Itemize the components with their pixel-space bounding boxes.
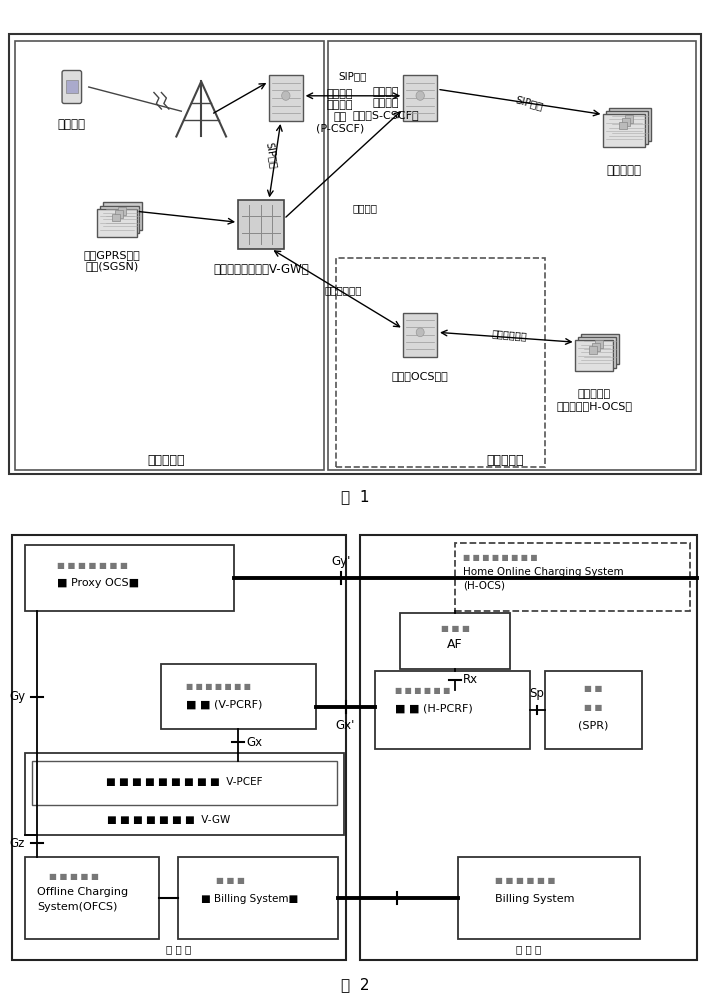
Text: 图  2: 图 2 bbox=[341, 977, 370, 992]
Text: SIP信令: SIP信令 bbox=[515, 95, 545, 112]
Text: Home Online Charging System: Home Online Charging System bbox=[463, 567, 624, 577]
Text: ■ ■ ■ ■ ■ ■ ■ ■: ■ ■ ■ ■ ■ ■ ■ ■ bbox=[463, 553, 538, 562]
Text: ■ ■ (V-PCRF): ■ ■ (V-PCRF) bbox=[186, 699, 262, 709]
FancyBboxPatch shape bbox=[336, 257, 545, 466]
Text: SIP信令: SIP信令 bbox=[264, 141, 279, 169]
Text: Billing System: Billing System bbox=[495, 894, 574, 904]
FancyBboxPatch shape bbox=[458, 857, 640, 939]
FancyBboxPatch shape bbox=[360, 535, 697, 960]
FancyBboxPatch shape bbox=[117, 207, 126, 215]
Text: 漫游用户: 漫游用户 bbox=[58, 118, 86, 131]
FancyBboxPatch shape bbox=[15, 41, 324, 470]
Text: 归属地在线
计费系统（H-OCS）: 归属地在线 计费系统（H-OCS） bbox=[557, 389, 632, 411]
Text: 归属地网络: 归属地网络 bbox=[486, 454, 523, 468]
FancyBboxPatch shape bbox=[619, 122, 627, 129]
FancyBboxPatch shape bbox=[66, 80, 77, 93]
FancyBboxPatch shape bbox=[238, 200, 284, 249]
Text: Gz: Gz bbox=[9, 837, 24, 850]
Text: System(OFCS): System(OFCS) bbox=[37, 902, 117, 912]
Text: ■ ■ ■ ■ ■ ■ ■: ■ ■ ■ ■ ■ ■ ■ bbox=[57, 561, 128, 570]
Text: ■ Billing System■: ■ Billing System■ bbox=[201, 894, 299, 904]
FancyBboxPatch shape bbox=[604, 114, 645, 147]
Text: Rx: Rx bbox=[463, 673, 478, 686]
Text: 代理呼叫
状态控制
功能
(P-CSCF): 代理呼叫 状态控制 功能 (P-CSCF) bbox=[316, 89, 364, 134]
Text: ■ Proxy OCS■: ■ Proxy OCS■ bbox=[57, 578, 139, 588]
FancyBboxPatch shape bbox=[606, 111, 648, 144]
FancyBboxPatch shape bbox=[403, 75, 437, 121]
FancyBboxPatch shape bbox=[9, 34, 701, 474]
Text: ■ ■: ■ ■ bbox=[584, 703, 603, 712]
Text: Gy: Gy bbox=[9, 690, 25, 703]
FancyBboxPatch shape bbox=[25, 752, 343, 835]
Text: ■ ■ ■: ■ ■ ■ bbox=[216, 876, 245, 885]
Text: 在线计费消息: 在线计费消息 bbox=[492, 328, 528, 341]
FancyBboxPatch shape bbox=[595, 340, 604, 348]
Text: ■ ■ ■: ■ ■ ■ bbox=[441, 624, 469, 633]
FancyBboxPatch shape bbox=[575, 340, 614, 371]
FancyBboxPatch shape bbox=[269, 75, 303, 121]
Text: Gy': Gy' bbox=[331, 555, 351, 568]
FancyBboxPatch shape bbox=[25, 857, 159, 939]
FancyBboxPatch shape bbox=[328, 41, 696, 470]
Text: (SPR): (SPR) bbox=[578, 720, 609, 730]
Text: ■ ■ ■ ■ ■ ■ ■ ■ ■  V-PCEF: ■ ■ ■ ■ ■ ■ ■ ■ ■ V-PCEF bbox=[106, 777, 262, 787]
Text: ■ ■ ■ ■ ■ ■: ■ ■ ■ ■ ■ ■ bbox=[495, 876, 555, 885]
Text: ■ ■ ■ ■ ■ ■ ■: ■ ■ ■ ■ ■ ■ ■ bbox=[186, 682, 251, 691]
FancyBboxPatch shape bbox=[102, 202, 142, 230]
Circle shape bbox=[282, 91, 290, 100]
Circle shape bbox=[416, 328, 424, 337]
FancyBboxPatch shape bbox=[100, 206, 139, 233]
Text: Offline Charging: Offline Charging bbox=[37, 887, 128, 897]
Text: Gx: Gx bbox=[246, 736, 262, 749]
Text: 归属地OCS网关: 归属地OCS网关 bbox=[392, 371, 449, 381]
Text: (H-OCS): (H-OCS) bbox=[463, 581, 505, 591]
FancyBboxPatch shape bbox=[592, 343, 600, 351]
Text: ■ ■ ■ ■ ■ ■ ■  V-GW: ■ ■ ■ ■ ■ ■ ■ V-GW bbox=[107, 815, 230, 825]
Text: 图  1: 图 1 bbox=[341, 489, 370, 504]
FancyBboxPatch shape bbox=[455, 543, 690, 611]
Text: 拜访地业务网关（V-GW）: 拜访地业务网关（V-GW） bbox=[213, 263, 309, 276]
Text: 服务GPRS支持
节点(SGSN): 服务GPRS支持 节点(SGSN) bbox=[83, 250, 140, 271]
FancyBboxPatch shape bbox=[97, 209, 137, 237]
FancyBboxPatch shape bbox=[161, 664, 316, 729]
Text: AF: AF bbox=[447, 638, 463, 651]
FancyBboxPatch shape bbox=[12, 535, 346, 960]
Text: 归 属 地: 归 属 地 bbox=[516, 944, 541, 954]
Text: 服务呼叫
状态控制
功能（S-CSCF）: 服务呼叫 状态控制 功能（S-CSCF） bbox=[352, 87, 419, 120]
Text: 在线计费消息: 在线计费消息 bbox=[325, 286, 363, 296]
Circle shape bbox=[416, 91, 424, 100]
FancyBboxPatch shape bbox=[622, 118, 630, 126]
FancyBboxPatch shape bbox=[25, 545, 234, 611]
Text: ■ ■ ■ ■ ■ ■: ■ ■ ■ ■ ■ ■ bbox=[395, 686, 451, 695]
Text: 应用服务器: 应用服务器 bbox=[606, 164, 642, 177]
FancyBboxPatch shape bbox=[582, 334, 619, 364]
FancyBboxPatch shape bbox=[403, 312, 437, 357]
FancyBboxPatch shape bbox=[62, 70, 82, 104]
FancyBboxPatch shape bbox=[625, 115, 634, 123]
Text: ■ ■ ■ ■ ■: ■ ■ ■ ■ ■ bbox=[49, 872, 99, 881]
Text: 承载数据: 承载数据 bbox=[353, 203, 378, 213]
Text: SIP信令: SIP信令 bbox=[339, 72, 367, 82]
FancyBboxPatch shape bbox=[609, 108, 651, 141]
FancyBboxPatch shape bbox=[545, 671, 642, 749]
FancyBboxPatch shape bbox=[112, 214, 119, 221]
FancyBboxPatch shape bbox=[579, 337, 616, 367]
Text: 拜 访 地: 拜 访 地 bbox=[166, 944, 191, 954]
FancyBboxPatch shape bbox=[589, 346, 597, 354]
Text: ■ ■ (H-PCRF): ■ ■ (H-PCRF) bbox=[395, 703, 473, 713]
FancyBboxPatch shape bbox=[178, 857, 338, 939]
Text: 拜访地网络: 拜访地网络 bbox=[148, 454, 185, 468]
FancyBboxPatch shape bbox=[375, 671, 530, 749]
FancyBboxPatch shape bbox=[114, 210, 122, 218]
FancyBboxPatch shape bbox=[32, 761, 336, 805]
Text: Sp: Sp bbox=[529, 687, 544, 700]
Text: Gx': Gx' bbox=[336, 719, 356, 732]
Text: ■ ■: ■ ■ bbox=[584, 684, 603, 693]
FancyBboxPatch shape bbox=[400, 613, 510, 669]
